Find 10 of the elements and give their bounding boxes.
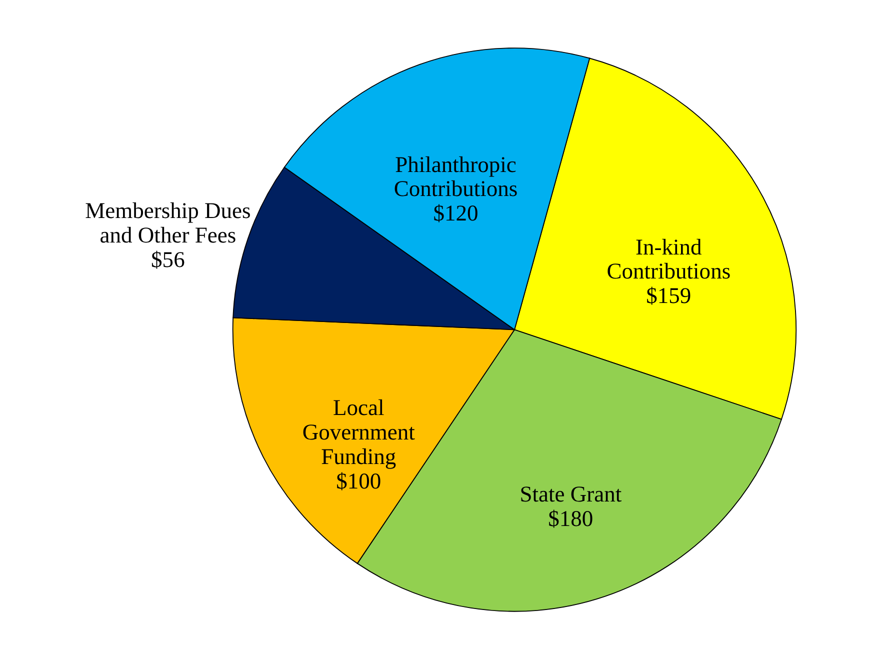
data-label: $120 — [433, 200, 478, 226]
slice-label: Philanthropic Contributions — [394, 152, 518, 202]
slice-label: Local Government Funding — [302, 395, 416, 469]
slice-label: In-kind Contributions — [606, 234, 731, 284]
data-label: $180 — [548, 506, 594, 532]
data-label: $159 — [646, 283, 692, 308]
data-label: $100 — [336, 468, 382, 494]
slice-label: Membership Dues and Other Fees — [85, 198, 251, 248]
data-label: $56 — [151, 246, 185, 272]
slice-label: State Grant — [520, 482, 622, 507]
